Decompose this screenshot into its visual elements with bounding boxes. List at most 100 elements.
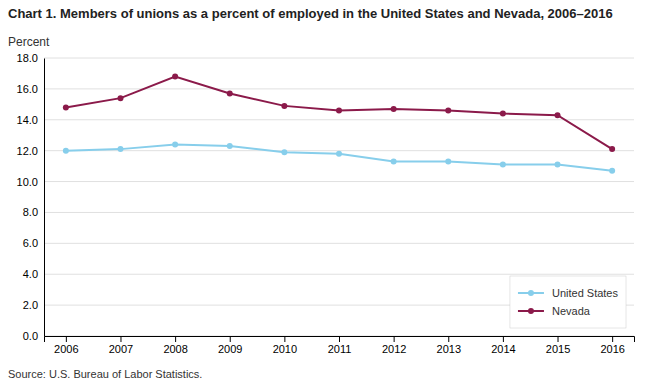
point: [555, 112, 561, 118]
grid-line: [44, 243, 634, 244]
point: [336, 151, 342, 157]
point: [391, 158, 397, 164]
x-tick: 2009: [218, 336, 242, 355]
y-tick: 16.0: [17, 83, 44, 95]
chart: Chart 1. Members of unions as a percent …: [0, 0, 650, 384]
x-tick-label: 2016: [600, 343, 624, 355]
plot: 0.02.04.06.08.010.012.014.016.018.020062…: [17, 52, 635, 355]
x-tick-label: 2007: [109, 343, 133, 355]
legend-marker: [528, 290, 534, 296]
y-tick-label: 18.0: [17, 52, 38, 64]
point: [445, 108, 451, 114]
grid-line: [44, 58, 634, 59]
y-axis-line: [44, 59, 45, 337]
grid-line: [44, 119, 634, 120]
y-tick: 12.0: [17, 145, 44, 157]
point: [227, 91, 233, 97]
grid-line: [44, 181, 634, 182]
series-line: [66, 77, 612, 150]
series-line: [66, 144, 612, 170]
y-tick-label: 16.0: [17, 83, 38, 95]
point: [281, 149, 287, 155]
legend-box: [510, 276, 626, 328]
legend-marker: [528, 308, 534, 314]
y-tick: 2.0: [23, 299, 44, 311]
x-tick: 2015: [546, 336, 570, 355]
point: [336, 108, 342, 114]
x-tick-mark: [448, 336, 449, 342]
y-tick: 4.0: [23, 268, 44, 280]
point: [500, 111, 506, 117]
y-tick: 0.0: [23, 330, 44, 342]
x-tick-mark: [558, 336, 559, 342]
legend-item: United States: [518, 287, 619, 299]
x-tick-label: 2006: [54, 343, 78, 355]
legend-item: Nevada: [518, 305, 591, 317]
legend-label: Nevada: [552, 305, 591, 317]
x-axis: 2006 2007 2008 2009 2010 2011 2012 2013 2014 2015…: [45, 336, 635, 355]
y-tick-label: 2.0: [23, 299, 38, 311]
x-tick: 2011: [328, 336, 352, 355]
x-tick: 2008: [163, 336, 187, 355]
point: [227, 143, 233, 149]
y-tick-label: 6.0: [23, 237, 38, 249]
y-tick: 10.0: [17, 176, 44, 188]
x-tick-label: 2010: [273, 343, 297, 355]
grid-line: [44, 88, 634, 89]
legend-label: United States: [552, 287, 619, 299]
series-markers: [63, 74, 615, 153]
y-tick: 8.0: [23, 206, 44, 218]
x-tick-mark: [175, 336, 176, 342]
point: [281, 103, 287, 109]
y-tick-label: 12.0: [17, 145, 38, 157]
point: [63, 148, 69, 154]
x-tick-label: 2012: [382, 343, 406, 355]
x-tick: 2007: [109, 336, 133, 355]
series-markers: [63, 141, 615, 173]
y-label: Percent: [8, 35, 50, 49]
point: [445, 158, 451, 164]
source: Source: U.S. Bureau of Labor Statistics.: [8, 368, 202, 380]
x-tick-mark: [503, 336, 504, 342]
y-tick-label: 8.0: [23, 206, 38, 218]
x-tick-mark: [284, 336, 285, 342]
y-tick-label: 14.0: [17, 114, 38, 126]
point: [172, 74, 178, 80]
legend: United States Nevada: [510, 276, 626, 328]
x-tick-label: 2014: [491, 343, 515, 355]
point: [500, 162, 506, 168]
x-tick-mark: [230, 336, 231, 342]
grid-line: [44, 212, 634, 213]
x-tick-label: 2013: [437, 343, 461, 355]
y-axis: 0.0 2.0 4.0 6.0 8.0 10.0 12.0 14.0 16.0 18.0: [17, 52, 45, 342]
marks: [63, 74, 615, 174]
x-tick-mark: [66, 336, 67, 342]
x-tick: 2012: [382, 336, 406, 355]
x-tick-mark: [612, 336, 613, 342]
x-tick-label: 2008: [163, 343, 187, 355]
x-tick-label: 2015: [546, 343, 570, 355]
point: [555, 162, 561, 168]
x-tick: 2016: [600, 336, 624, 355]
x-tick: 2010: [273, 336, 297, 355]
point: [117, 95, 123, 101]
y-tick: 14.0: [17, 114, 44, 126]
grid-line: [44, 274, 634, 275]
point: [609, 146, 615, 152]
point: [172, 141, 178, 147]
grid: [44, 58, 634, 336]
x-tick-label: 2011: [328, 343, 352, 355]
x-tick: 2013: [437, 336, 461, 355]
x-tick-label: 2009: [218, 343, 242, 355]
point: [391, 106, 397, 112]
y-tick: 6.0: [23, 237, 44, 249]
x-tick-mark: [120, 336, 121, 342]
x-tick-mark: [339, 336, 340, 342]
title: Chart 1. Members of unions as a percent …: [8, 6, 613, 21]
point: [63, 104, 69, 110]
point: [117, 146, 123, 152]
y-tick: 18.0: [17, 52, 44, 64]
x-tick: 2006: [54, 336, 78, 355]
x-axis-line: [45, 337, 635, 343]
y-tick-label: 0.0: [23, 330, 38, 342]
